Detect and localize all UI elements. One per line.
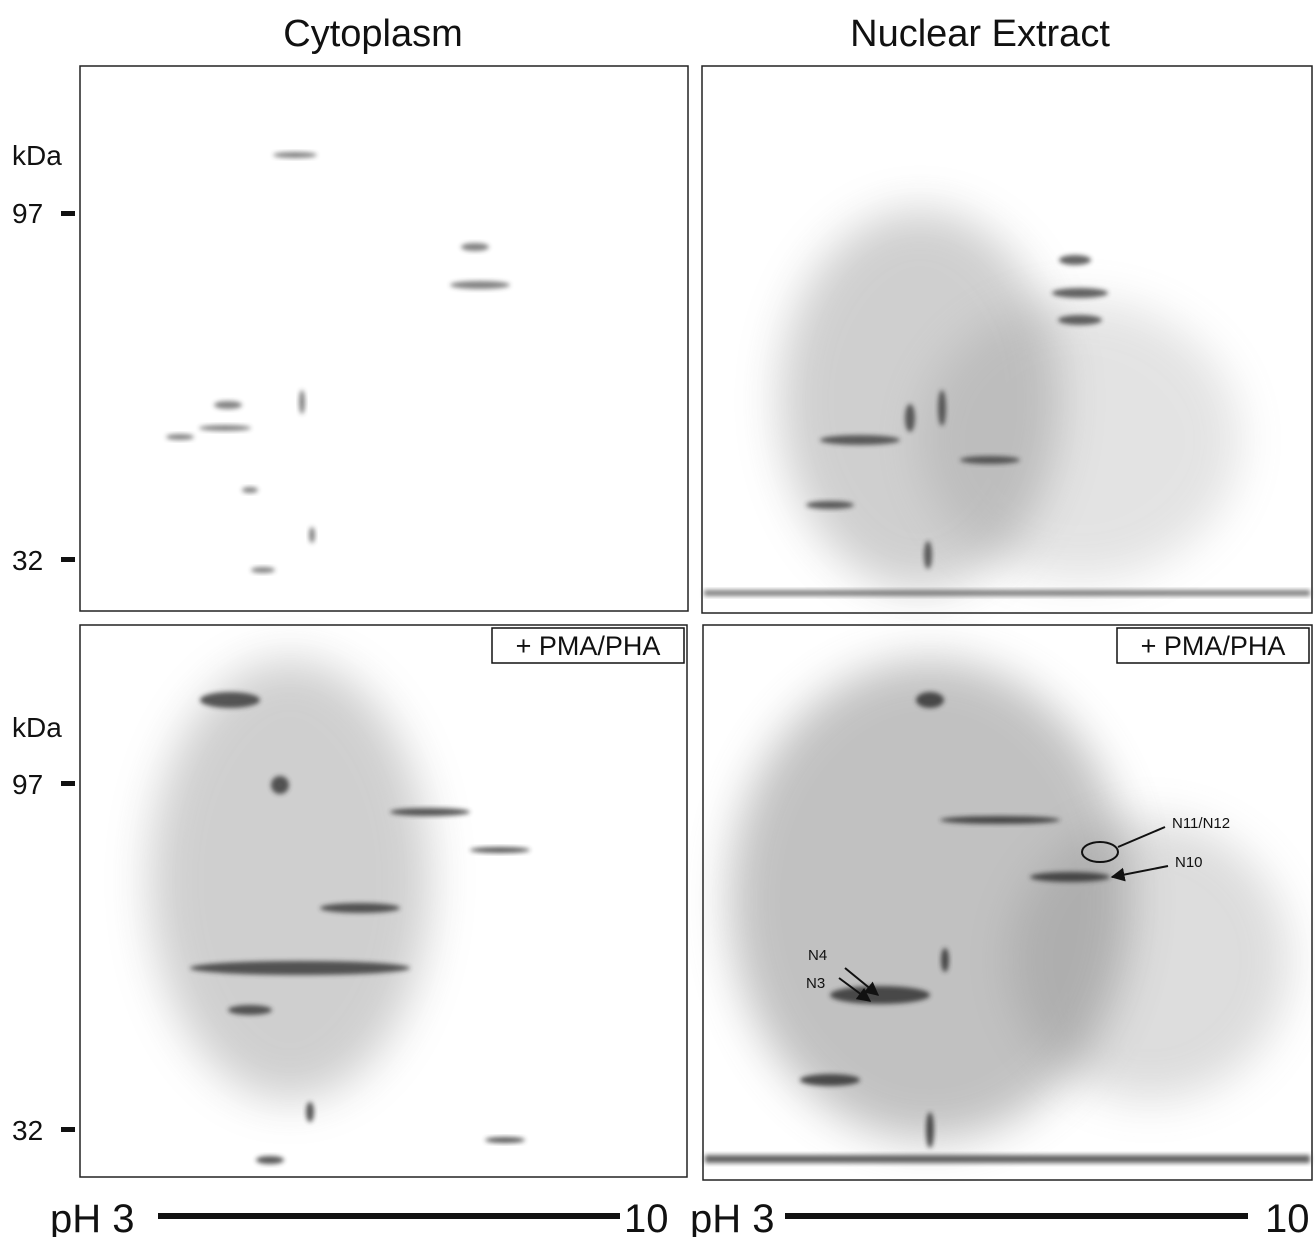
- panel-label: + PMA/PHA: [1141, 631, 1286, 661]
- ph-line: [785, 1213, 1248, 1219]
- gel-panel: [79, 65, 689, 612]
- gel-panel: [79, 624, 688, 1178]
- ph-end: 10: [1265, 1197, 1310, 1237]
- label-box: [1116, 627, 1310, 664]
- column-title: Nuclear Extract: [850, 13, 1110, 55]
- marker-label: 97: [12, 198, 43, 229]
- ph-end: 10: [624, 1197, 669, 1237]
- panel-label: + PMA/PHA: [516, 631, 661, 661]
- annotation: N11/N12: [1172, 815, 1230, 832]
- gel-panel: N11/N12 N10 N4 N3: [702, 624, 1313, 1181]
- marker-tick: [61, 781, 75, 786]
- marker-label: 32: [12, 1115, 43, 1146]
- marker-unit: kDa: [12, 140, 62, 171]
- ph-start: pH 3: [690, 1197, 775, 1237]
- marker-tick: [61, 211, 75, 216]
- marker-unit: kDa: [12, 712, 62, 743]
- marker-label: 97: [12, 769, 43, 800]
- ph-start: pH 3: [50, 1197, 135, 1237]
- gel-panel: [701, 65, 1313, 614]
- column-title: Cytoplasm: [283, 13, 463, 55]
- marker-tick: [61, 557, 75, 562]
- annotation: N4: [808, 947, 827, 964]
- marker-tick: [61, 1127, 75, 1132]
- label-box: [491, 627, 685, 664]
- ph-line: [158, 1213, 620, 1219]
- marker-label: 32: [12, 545, 43, 576]
- annotation: N3: [806, 975, 825, 992]
- annotation: N10: [1175, 854, 1203, 871]
